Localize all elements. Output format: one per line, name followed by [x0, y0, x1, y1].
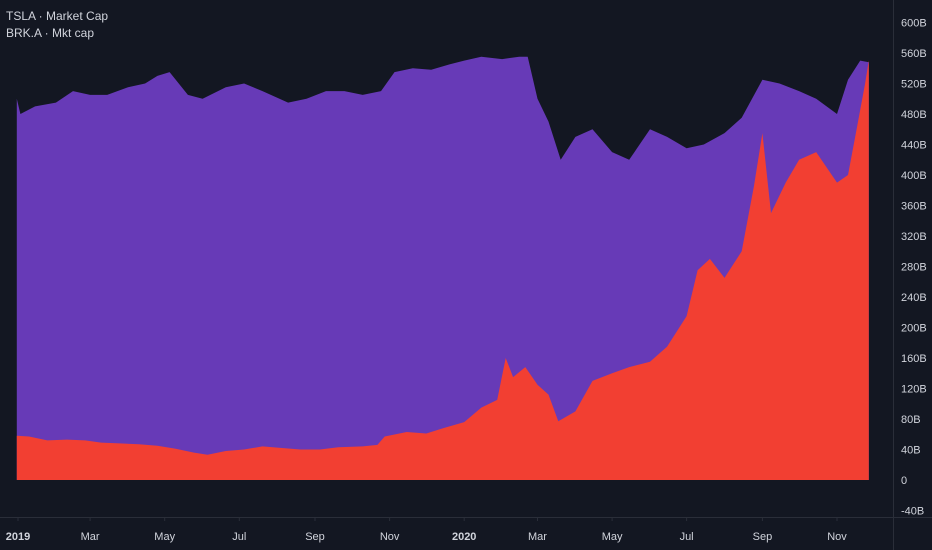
area-series-tsla [16, 60, 869, 480]
legend-item-brk[interactable]: BRK.A · Mkt cap [6, 26, 95, 40]
y-tick-label: 120B [901, 384, 927, 396]
x-tick-label: Mar [81, 531, 100, 543]
x-tick-label: 2019 [6, 531, 30, 543]
y-tick-label: 440B [901, 140, 927, 152]
x-tick-label: Sep [753, 531, 773, 543]
y-tick-label: 480B [901, 109, 927, 121]
y-tick-label: -40B [901, 506, 924, 518]
y-tick-label: 520B [901, 79, 927, 91]
chart-areas [16, 56, 869, 481]
y-tick-label: 320B [901, 231, 927, 243]
y-tick-label: 200B [901, 323, 927, 335]
y-tick-label: 40B [901, 445, 921, 457]
x-tick-label: May [154, 531, 175, 543]
x-tick-label: Nov [380, 531, 400, 543]
y-tick-label: 560B [901, 48, 927, 60]
y-tick-label: 600B [901, 18, 927, 30]
y-tick-label: 400B [901, 170, 927, 182]
x-tick-label: Jul [680, 531, 694, 543]
x-tick-label: May [602, 531, 623, 543]
y-tick-label: 0 [901, 475, 907, 487]
price-axis[interactable]: 600B 560B 520B 480B 440B 400B 360B 320B 280B 240B… [901, 18, 927, 518]
x-tick-label: Nov [827, 531, 847, 543]
chart-legend: TSLA · Market Cap BRK.A · Mkt cap [6, 8, 108, 42]
x-tick-label: Mar [528, 531, 547, 543]
y-tick-label: 280B [901, 262, 927, 274]
x-tick-label: Sep [305, 531, 325, 543]
y-tick-label: 160B [901, 353, 927, 365]
time-axis[interactable]: 2019 Mar May Jul Sep Nov 2020 Mar May Jul Sep Nov [6, 517, 848, 543]
x-tick-label: 2020 [452, 531, 476, 543]
y-tick-label: 240B [901, 292, 927, 304]
y-tick-label: 80B [901, 414, 921, 426]
x-tick-label: Jul [232, 531, 246, 543]
legend-item-tsla[interactable]: TSLA · Market Cap [6, 9, 109, 23]
y-tick-label: 360B [901, 201, 927, 213]
